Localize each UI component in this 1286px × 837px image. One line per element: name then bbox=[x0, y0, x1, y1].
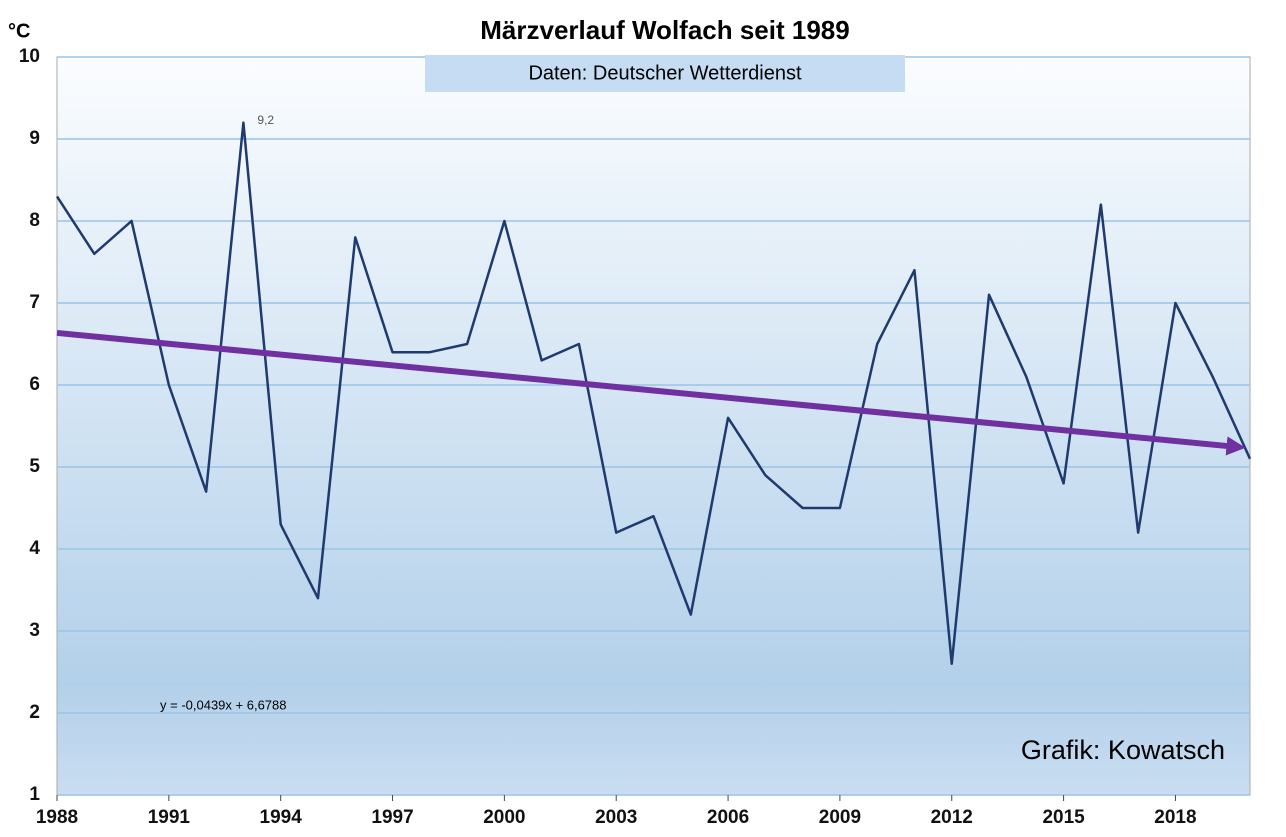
chart-subtitle: Daten: Deutscher Wetterdienst bbox=[528, 62, 802, 84]
chart-title: Märzverlauf Wolfach seit 1989 bbox=[480, 15, 849, 45]
title-box bbox=[425, 14, 905, 50]
x-tick-label: 2000 bbox=[483, 807, 525, 828]
x-tick-label: 2015 bbox=[1042, 807, 1085, 828]
trend-equation: y = -0,0439x + 6,6788 bbox=[160, 697, 286, 712]
x-tick-label: 2003 bbox=[595, 807, 637, 828]
x-tick-label: 1997 bbox=[371, 807, 413, 828]
x-tick-label: 2012 bbox=[931, 807, 973, 828]
x-tick-label: 2009 bbox=[819, 807, 861, 828]
subtitle-box bbox=[425, 55, 905, 92]
credit: Grafik: Kowatsch bbox=[1021, 735, 1225, 765]
x-tick-label: 2006 bbox=[707, 807, 749, 828]
y-tick-label: 2 bbox=[29, 702, 40, 723]
data-label: 9,2 bbox=[257, 113, 274, 127]
x-tick-label: 1994 bbox=[260, 807, 303, 828]
y-tick-label: 6 bbox=[29, 374, 40, 395]
y-tick-label: 3 bbox=[29, 620, 40, 641]
y-tick-label: 9 bbox=[29, 128, 40, 149]
y-tick-label: 4 bbox=[29, 538, 40, 559]
trend-line bbox=[56, 329, 1246, 456]
y-axis-label: °C bbox=[8, 20, 30, 42]
x-tick-label: 1991 bbox=[148, 807, 191, 828]
x-tick-label: 2018 bbox=[1154, 807, 1196, 828]
y-tick-label: 1 bbox=[29, 784, 40, 805]
y-tick-label: 5 bbox=[29, 456, 40, 477]
y-tick-label: 7 bbox=[29, 292, 40, 313]
y-tick-label: 8 bbox=[29, 210, 40, 231]
y-tick-label: 10 bbox=[19, 46, 40, 67]
data-line bbox=[55, 121, 1252, 666]
x-tick-label: 1988 bbox=[36, 807, 78, 828]
